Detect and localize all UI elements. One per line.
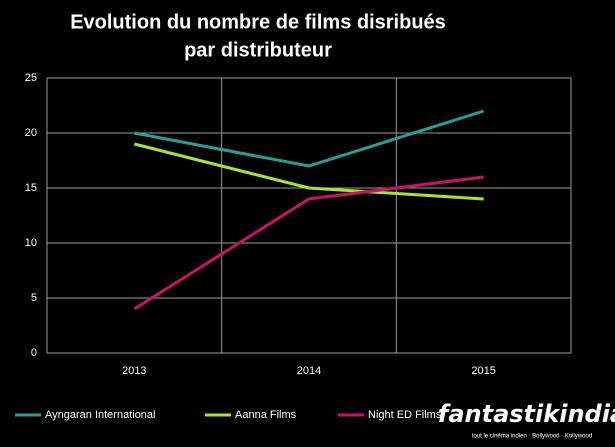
- y-tick-label: 10: [25, 237, 37, 249]
- logo-tagline: tout le cinéma indien · Bollywood · Koll…: [472, 434, 592, 440]
- y-tick-label: 15: [25, 182, 37, 194]
- legend-label: Aanna Films: [235, 409, 297, 421]
- y-tick-label: 25: [25, 72, 37, 84]
- y-tick-label: 0: [31, 347, 37, 359]
- chart-title: Evolution du nombre de films disribués: [70, 11, 446, 33]
- series-line: [134, 109, 485, 168]
- legend-label: Ayngaran International: [45, 409, 156, 421]
- chart-title: par distributeur: [184, 39, 332, 61]
- x-tick-label: 2015: [471, 365, 495, 377]
- logo: fantastikindia: [438, 400, 615, 428]
- series-line: [133, 175, 484, 311]
- y-tick-label: 5: [31, 292, 37, 304]
- x-tick-label: 2013: [122, 365, 146, 377]
- x-tick-label: 2014: [297, 365, 321, 377]
- series-line: [133, 142, 484, 201]
- y-tick-label: 20: [25, 127, 37, 139]
- legend-label: Night ED Films: [368, 409, 442, 421]
